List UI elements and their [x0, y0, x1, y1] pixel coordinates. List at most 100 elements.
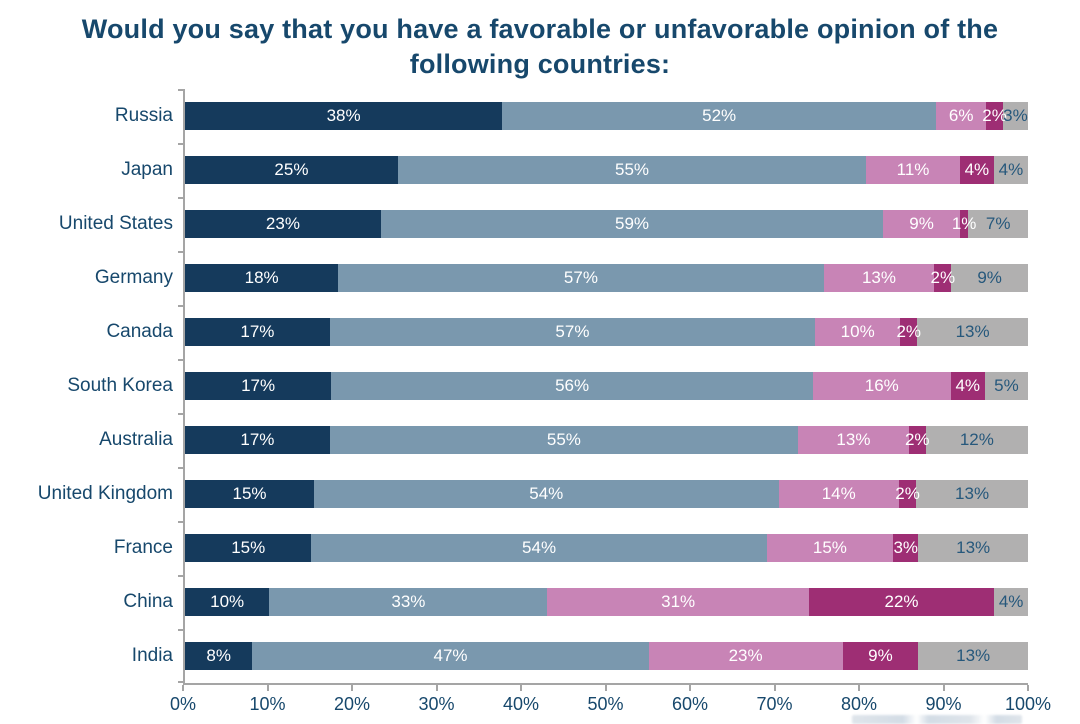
segment-value-label: 4%	[964, 160, 990, 179]
y-axis-tick	[178, 575, 185, 577]
y-axis-tick	[178, 251, 185, 253]
bar-segment-pink-segment: 23%	[648, 642, 843, 670]
segment-value-label: 54%	[522, 538, 557, 557]
bar-segment-magenta-segment: 3%	[893, 534, 919, 562]
category-label: Germany	[94, 267, 173, 288]
bar-segment-magenta-segment: 22%	[808, 588, 995, 616]
x-axis-tick-label: 20%	[333, 694, 371, 714]
segment-value-label: 59%	[615, 214, 650, 233]
bar-segment-pink-segment: 11%	[866, 156, 960, 184]
category-label: Canada	[106, 321, 173, 342]
segment-value-label: 31%	[661, 592, 696, 611]
segment-value-label: 9%	[977, 268, 1002, 287]
bar-segment-steel-blue-segment: 56%	[331, 372, 813, 400]
bar-segment-steel-blue-segment: 47%	[252, 642, 649, 670]
stacked-bar: 17% 55% 13% 2% 12%	[185, 426, 1028, 454]
stacked-bar: 38% 52% 6% 2% 3%	[185, 102, 1028, 130]
segment-value-label: 3%	[893, 538, 919, 557]
y-axis-tick	[178, 629, 185, 631]
x-axis-tick-label: 50%	[587, 694, 624, 714]
segment-value-label: 8%	[206, 646, 232, 665]
x-axis-tick-label: 0%	[169, 694, 197, 714]
bar-segment-gray-segment: 4%	[993, 156, 1028, 184]
segment-value-label: 3%	[1003, 106, 1028, 125]
x-axis-tick	[773, 685, 776, 691]
x-axis-tick-label: 100%	[1004, 694, 1052, 714]
bar-row: 25% 55% 11% 4% 4%	[185, 143, 1028, 197]
segment-value-label: 2%	[895, 484, 920, 503]
segment-value-label: 13%	[955, 322, 990, 341]
bar-segment-magenta-segment: 9%	[842, 642, 919, 670]
segment-value-label: 12%	[959, 430, 994, 449]
stacked-bar: 15% 54% 15% 3% 13%	[185, 534, 1028, 562]
bar-segment-magenta-segment: 4%	[950, 372, 985, 400]
x-axis-tick-label: 80%	[840, 694, 878, 714]
segment-value-label: 9%	[909, 214, 934, 233]
bar-segment-magenta-segment: 2%	[905, 426, 930, 454]
bar-segment-gray-segment: 9%	[951, 264, 1028, 292]
bar-segment-gray-segment: 13%	[918, 534, 1028, 562]
bar-segment-gray-segment: 4%	[994, 588, 1028, 616]
category-label: China	[123, 591, 173, 612]
segment-value-label: 1%	[951, 214, 977, 233]
segment-value-label: 4%	[955, 376, 981, 395]
bar-segment-dark-navy-segment: 38%	[185, 102, 503, 130]
category-label: France	[113, 537, 173, 558]
stacked-bar: 17% 56% 16% 4% 5%	[185, 372, 1028, 400]
x-axis-tick	[1027, 685, 1029, 691]
x-axis-tick	[942, 685, 945, 691]
segment-value-label: 23%	[728, 646, 763, 665]
bar-segment-gray-segment: 13%	[917, 318, 1028, 346]
bar-segment-steel-blue-segment: 55%	[397, 156, 867, 184]
bar-segment-magenta-segment: 4%	[959, 156, 994, 184]
x-axis-tick-label: 60%	[671, 694, 709, 714]
bar-segment-dark-navy-segment: 8%	[185, 642, 253, 670]
segment-value-label: 52%	[702, 106, 737, 125]
bar-segment-pink-segment: 31%	[547, 588, 809, 616]
segment-value-label: 57%	[555, 322, 590, 341]
bar-segment-steel-blue-segment: 59%	[380, 210, 884, 238]
bar-segment-magenta-segment: 1%	[952, 210, 976, 238]
segment-value-label: 33%	[391, 592, 426, 611]
bar-segment-pink-segment: 15%	[766, 534, 894, 562]
x-axis-tick-label: 70%	[756, 694, 793, 714]
segment-value-label: 47%	[433, 646, 468, 665]
stacked-bar-chart: Russia Japan United States Germany Canada Sou…	[0, 89, 1080, 723]
chart-title: Would you say that you have a favorable …	[0, 0, 1080, 82]
stacked-bar: 23% 59% 9% 1% 7%	[185, 210, 1028, 238]
x-axis-tick	[435, 685, 438, 691]
segment-value-label: 57%	[563, 268, 598, 287]
segment-value-label: 16%	[864, 376, 899, 395]
bar-segment-gray-segment: 13%	[916, 480, 1028, 508]
stacked-bar: 25% 55% 11% 4% 4%	[185, 156, 1028, 184]
segment-value-label: 2%	[930, 268, 956, 287]
stacked-bar: 10% 33% 31% 22% 4%	[185, 588, 1028, 616]
segment-value-label: 13%	[861, 268, 896, 287]
bar-row: 15% 54% 14% 2% 13%	[185, 467, 1028, 521]
segment-value-label: 13%	[955, 484, 990, 503]
bar-segment-steel-blue-segment: 57%	[338, 264, 824, 292]
category-label: Australia	[99, 429, 173, 450]
bar-segment-steel-blue-segment: 54%	[311, 534, 767, 562]
bar-row: 17% 55% 13% 2% 12%	[185, 413, 1028, 467]
segment-value-label: 6%	[948, 106, 974, 125]
segment-value-label: 2%	[904, 430, 930, 449]
bar-segment-dark-navy-segment: 15%	[185, 480, 315, 508]
y-axis-tick	[178, 197, 185, 199]
segment-value-label: 56%	[555, 376, 590, 395]
bar-row: 15% 54% 15% 3% 13%	[185, 521, 1028, 575]
bar-segment-gray-segment: 12%	[925, 426, 1028, 454]
category-label: India	[131, 645, 173, 666]
category-label: Japan	[121, 159, 173, 180]
segment-value-label: 17%	[240, 430, 275, 449]
segment-value-label: 7%	[985, 214, 1011, 233]
bar-segment-steel-blue-segment: 55%	[329, 426, 799, 454]
bar-segment-steel-blue-segment: 33%	[269, 588, 548, 616]
x-axis-tick	[266, 685, 269, 691]
x-axis-tick	[604, 685, 607, 691]
bar-row: 10% 33% 31% 22% 4%	[185, 575, 1028, 629]
bar-segment-magenta-segment: 2%	[982, 102, 1007, 130]
bar-segment-dark-navy-segment: 17%	[185, 318, 330, 346]
segment-value-label: 5%	[994, 376, 1019, 395]
x-axis-tick	[182, 685, 184, 691]
